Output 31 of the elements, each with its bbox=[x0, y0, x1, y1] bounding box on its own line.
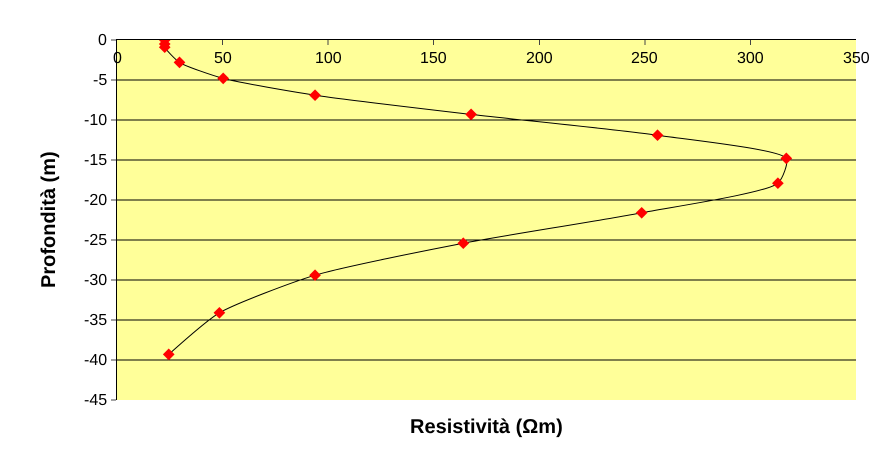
x-tick-label: 50 bbox=[214, 50, 232, 67]
y-tick-label: -5 bbox=[93, 72, 108, 89]
x-tick-label: 350 bbox=[843, 50, 870, 67]
point bbox=[780, 152, 792, 164]
point bbox=[465, 108, 477, 120]
y-tick-label: -30 bbox=[84, 272, 108, 289]
y-tick-label: 0 bbox=[98, 32, 107, 49]
point bbox=[162, 348, 175, 360]
point bbox=[457, 237, 470, 250]
y-tick-label: -40 bbox=[84, 352, 108, 369]
y-tick-label: -25 bbox=[84, 232, 108, 249]
point bbox=[652, 129, 664, 142]
x-tick-label: 150 bbox=[420, 50, 447, 67]
point bbox=[217, 72, 230, 84]
point bbox=[309, 269, 321, 282]
point bbox=[309, 89, 321, 102]
y-tick-label: -15 bbox=[84, 152, 108, 169]
point bbox=[174, 56, 186, 68]
y-axis-title: Profondità (m) bbox=[38, 151, 60, 288]
x-axis-title: Resistività (Ωm) bbox=[410, 416, 563, 438]
y-tick-label: -10 bbox=[84, 112, 108, 129]
point bbox=[214, 306, 226, 319]
x-tick-label: 250 bbox=[631, 50, 658, 67]
point bbox=[772, 177, 784, 190]
x-tick-label: 300 bbox=[737, 50, 764, 67]
y-tick-label: -20 bbox=[84, 192, 108, 209]
x-tick-label: 100 bbox=[315, 50, 342, 67]
y-tick-label: -35 bbox=[84, 312, 108, 329]
point bbox=[636, 206, 648, 219]
x-tick-label: 200 bbox=[526, 50, 553, 67]
y-tick-label: -45 bbox=[84, 392, 108, 409]
